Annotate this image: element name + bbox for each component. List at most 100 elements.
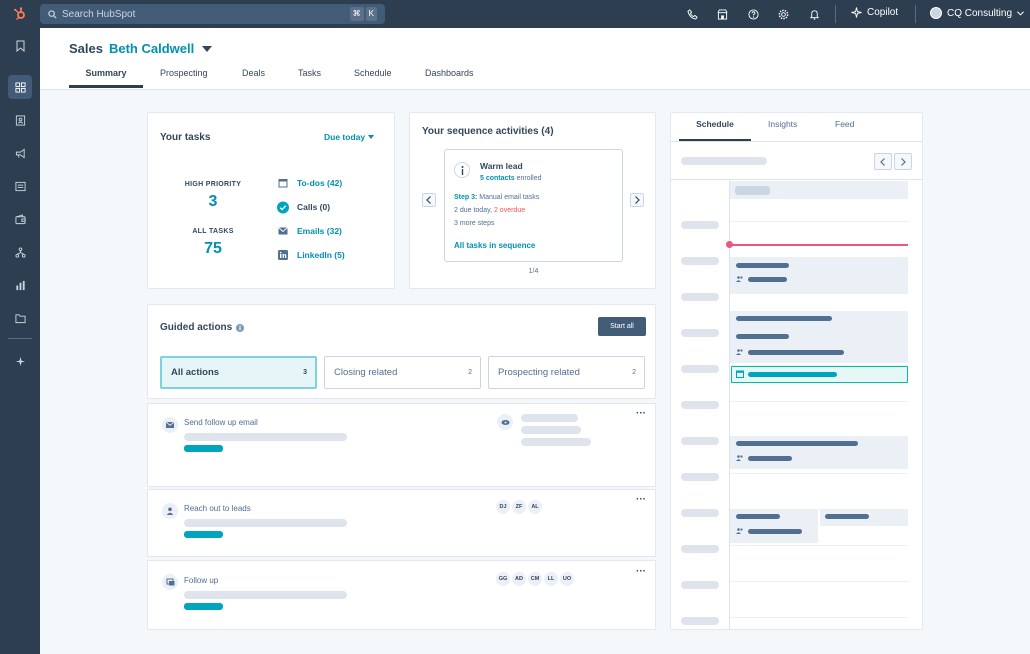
start-all-button[interactable]: Start all — [598, 317, 646, 336]
page-title: Sales Beth Caldwell — [69, 41, 213, 56]
help-icon[interactable] — [746, 7, 760, 21]
library-folder-icon[interactable] — [8, 306, 32, 330]
attendees-icon — [736, 455, 744, 461]
action-tag-placeholder — [184, 603, 223, 610]
time-label-placeholder — [681, 617, 719, 625]
filter-closing-related[interactable]: Closing related 2 — [324, 356, 481, 389]
event-title-placeholder — [736, 316, 832, 321]
due-today-dropdown[interactable]: Due today — [324, 132, 375, 142]
attendees-icon — [736, 276, 744, 282]
account-menu[interactable]: CQ Consulting — [930, 7, 1024, 19]
sequence-prev-button[interactable] — [422, 193, 436, 207]
info-icon[interactable] — [236, 323, 245, 332]
all-tasks-count[interactable]: 75 — [204, 240, 222, 257]
marketplace-icon[interactable] — [715, 7, 729, 21]
task-type-emails[interactable]: Emails (32) — [277, 225, 342, 237]
tab-feed[interactable]: Feed — [835, 119, 855, 129]
workspaces-grid-icon[interactable] — [8, 75, 32, 99]
topbar-divider — [915, 5, 916, 23]
event-attendees-placeholder — [748, 529, 802, 534]
enrolled-contacts-link[interactable]: 5 contacts — [480, 175, 515, 182]
notifications-bell-icon[interactable] — [807, 7, 821, 21]
tab-schedule[interactable]: Schedule — [354, 68, 392, 78]
tab-insights[interactable]: Insights — [768, 119, 798, 129]
sequence-pager: 1/4 — [528, 268, 539, 275]
contact-avatar[interactable]: CM — [528, 572, 542, 586]
guided-action-row[interactable]: Follow up GG AD CM LL UO ··· — [147, 560, 656, 630]
avatar — [930, 7, 942, 19]
time-label-placeholder — [681, 581, 719, 589]
owner-caret-icon[interactable] — [202, 45, 213, 52]
automation-icon[interactable] — [8, 240, 32, 264]
guided-action-label: Reach out to leads — [184, 504, 251, 513]
contact-avatar[interactable]: GG — [496, 572, 510, 586]
copilot-button[interactable]: Copilot — [851, 7, 898, 18]
search-input[interactable]: Search HubSpot ⌘ K — [40, 4, 385, 24]
info-icon — [454, 162, 470, 178]
contact-avatar[interactable]: LL — [544, 572, 558, 586]
task-type-calls[interactable]: Calls (0) — [277, 201, 330, 213]
bookmarks-icon[interactable] — [8, 34, 32, 58]
loading-placeholder — [184, 591, 347, 599]
owner-selector[interactable]: Beth Caldwell — [108, 41, 195, 56]
task-type-todos[interactable]: To-dos (42) — [277, 177, 342, 189]
contact-avatar[interactable]: AD — [512, 572, 526, 586]
more-options-icon[interactable]: ··· — [636, 494, 646, 505]
all-tasks-in-sequence-link[interactable]: All tasks in sequence — [454, 241, 536, 250]
tab-summary[interactable]: Summary — [69, 68, 143, 88]
enrolled-suffix: enrolled — [516, 175, 542, 182]
filter-prospecting-related[interactable]: Prospecting related 2 — [488, 356, 645, 389]
attendees-icon — [736, 349, 744, 355]
sequence-next-button[interactable] — [630, 193, 644, 207]
phone-icon[interactable] — [685, 7, 699, 21]
filter-all-actions[interactable]: All actions 3 — [160, 356, 317, 389]
contact-avatar[interactable]: ZF — [512, 500, 526, 514]
reporting-chart-icon[interactable] — [8, 273, 32, 297]
tasks-card: Your tasks Due today HIGH PRIORITY 3 ALL… — [147, 112, 395, 289]
tab-deals[interactable]: Deals — [242, 68, 266, 78]
commerce-wallet-icon[interactable] — [8, 207, 32, 231]
time-column-divider — [729, 179, 730, 629]
loading-placeholder — [184, 433, 347, 441]
tabs-divider — [671, 141, 922, 142]
hour-line — [730, 581, 908, 582]
overdue-text: 2 overdue — [493, 207, 526, 214]
action-tag-placeholder — [184, 531, 223, 538]
email-icon — [277, 225, 289, 237]
tab-prospecting[interactable]: Prospecting — [160, 68, 208, 78]
high-priority-count[interactable]: 3 — [208, 193, 218, 210]
filter-count: 2 — [468, 369, 472, 376]
guided-action-row[interactable]: Send follow up email ··· — [147, 403, 656, 487]
task-type-linkedin[interactable]: LinkedIn (5) — [277, 249, 345, 261]
event-attendees-placeholder — [748, 277, 787, 282]
contacts-icon[interactable] — [8, 108, 32, 132]
tab-schedule-panel[interactable]: Schedule — [679, 119, 751, 141]
guided-action-row[interactable]: Reach out to leads DJ ZF AL ··· — [147, 489, 656, 557]
hubspot-logo-icon[interactable] — [0, 0, 40, 28]
contact-avatar[interactable]: AL — [528, 500, 542, 514]
time-label-placeholder — [681, 473, 719, 481]
tab-tasks[interactable]: Tasks — [298, 68, 322, 78]
filter-label: All actions — [171, 367, 220, 378]
more-options-icon[interactable]: ··· — [636, 566, 646, 577]
tab-dashboards[interactable]: Dashboards — [425, 68, 474, 78]
schedule-prev-button[interactable] — [874, 153, 892, 170]
chevron-right-icon — [634, 196, 640, 204]
schedule-next-button[interactable] — [894, 153, 912, 170]
hour-line — [730, 545, 908, 546]
time-label-placeholder — [681, 401, 719, 409]
marketing-megaphone-icon[interactable] — [8, 141, 32, 165]
filter-count: 2 — [632, 369, 636, 376]
content-icon[interactable] — [8, 174, 32, 198]
linkedin-icon — [277, 249, 289, 261]
contact-avatar[interactable]: UO — [560, 572, 574, 586]
chevron-down-icon — [1017, 10, 1024, 16]
sequence-item-card[interactable]: Warm lead 5 contacts enrolled Step 3: Ma… — [444, 149, 623, 262]
sequence-icon — [497, 414, 513, 430]
account-name: CQ Consulting — [947, 7, 1013, 19]
settings-gear-icon[interactable] — [776, 7, 790, 21]
more-options-icon[interactable]: ··· — [636, 408, 646, 419]
breeze-sparkle-icon[interactable] — [8, 349, 32, 373]
loading-placeholder — [521, 414, 578, 422]
contact-avatar[interactable]: DJ — [496, 500, 510, 514]
